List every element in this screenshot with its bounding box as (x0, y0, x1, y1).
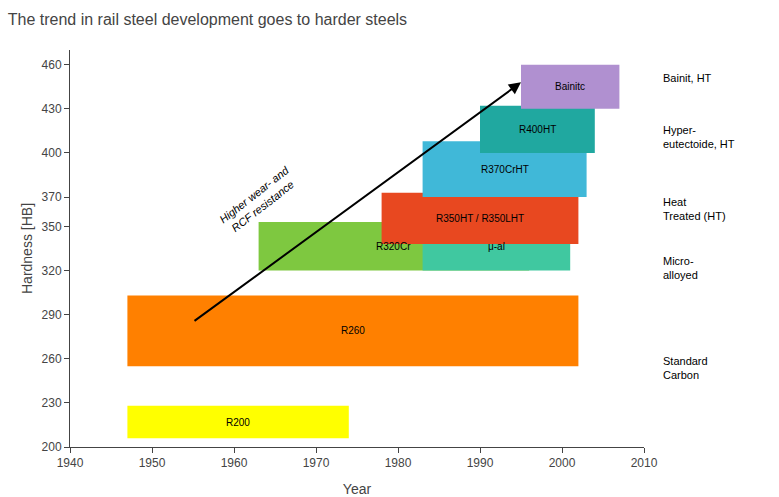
svg-text:R400HT: R400HT (519, 124, 556, 135)
svg-text:R200: R200 (226, 417, 250, 428)
svg-text:290: 290 (42, 308, 62, 322)
svg-text:320: 320 (42, 264, 62, 278)
svg-text:Higher wear- andRCF resistance: Higher wear- andRCF resistance (217, 164, 300, 237)
svg-text:HeatTreated (HT): HeatTreated (HT) (663, 196, 726, 222)
svg-text:1940: 1940 (57, 456, 84, 470)
svg-text:2000: 2000 (549, 456, 576, 470)
svg-text:1970: 1970 (303, 456, 330, 470)
svg-text:Hyper-eutectoide, HT: Hyper-eutectoide, HT (663, 124, 735, 150)
svg-text:Hardness [HB]: Hardness [HB] (19, 203, 35, 294)
svg-text:1990: 1990 (467, 456, 494, 470)
svg-text:Bainitc: Bainitc (555, 81, 585, 92)
svg-text:R320Cr: R320Cr (376, 241, 411, 252)
svg-text:Micro-alloyed: Micro-alloyed (663, 255, 698, 281)
svg-text:2010: 2010 (631, 456, 658, 470)
svg-text:Year: Year (343, 481, 372, 497)
svg-text:μ-al: μ-al (488, 241, 505, 252)
svg-text:R260: R260 (341, 325, 365, 336)
svg-text:R370CrHT: R370CrHT (481, 164, 529, 175)
svg-text:230: 230 (42, 396, 62, 410)
svg-text:1950: 1950 (139, 456, 166, 470)
svg-text:260: 260 (42, 352, 62, 366)
svg-text:R350HT / R350LHT: R350HT / R350LHT (436, 213, 524, 224)
svg-text:460: 460 (42, 58, 62, 72)
svg-text:Bainit, HT: Bainit, HT (663, 72, 712, 84)
svg-text:400: 400 (42, 146, 62, 160)
svg-text:1960: 1960 (221, 456, 248, 470)
svg-text:200: 200 (42, 440, 62, 454)
svg-text:350: 350 (42, 220, 62, 234)
svg-text:370: 370 (42, 190, 62, 204)
svg-text:The trend in rail steel develo: The trend in rail steel development goes… (8, 11, 407, 28)
svg-text:StandardCarbon: StandardCarbon (663, 355, 708, 381)
svg-text:430: 430 (42, 102, 62, 116)
svg-text:1980: 1980 (385, 456, 412, 470)
